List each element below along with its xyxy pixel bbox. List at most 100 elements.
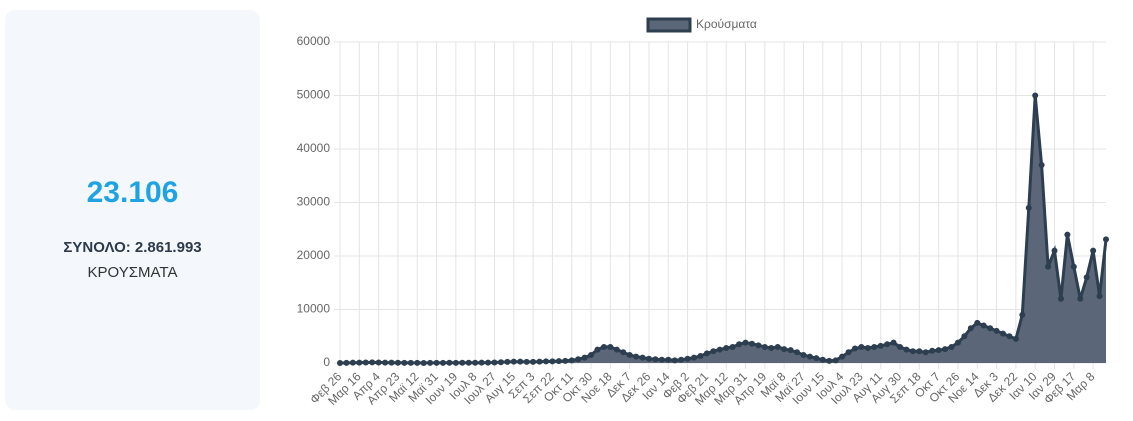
data-point [491, 359, 498, 366]
data-point [401, 359, 408, 366]
data-point [588, 351, 595, 358]
y-tick-label: 30000 [297, 195, 331, 209]
total: ΣΥΝΟΛΟ: 2.861.993 [63, 239, 202, 256]
data-point [626, 351, 633, 358]
y-tick-label: 10000 [297, 302, 331, 316]
data-point [433, 359, 440, 366]
data-point [884, 341, 891, 348]
data-point [555, 358, 562, 365]
data-point [414, 359, 421, 366]
data-point [729, 343, 736, 350]
data-point [530, 358, 537, 365]
data-point [1096, 293, 1103, 300]
data-point [890, 339, 897, 346]
data-point [1006, 333, 1013, 340]
data-point [787, 347, 794, 354]
data-point [858, 343, 865, 350]
data-point [562, 357, 569, 364]
data-point [916, 348, 923, 355]
data-point [581, 354, 588, 361]
data-point [761, 343, 768, 350]
data-point [684, 355, 691, 362]
data-point [594, 346, 601, 353]
data-point [639, 354, 646, 361]
y-tick-label: 60000 [297, 34, 331, 48]
data-point [845, 349, 852, 356]
data-point [1070, 263, 1077, 270]
data-point [768, 345, 775, 352]
data-point [742, 339, 749, 346]
data-point [420, 359, 427, 366]
data-point [1103, 236, 1109, 243]
y-tick-label: 40000 [297, 141, 331, 155]
data-point [645, 355, 652, 362]
data-point [613, 346, 620, 353]
data-point [1090, 247, 1097, 254]
data-point [806, 353, 813, 360]
data-point [1083, 274, 1090, 281]
data-point [452, 359, 459, 366]
data-point [356, 359, 363, 366]
data-point [465, 359, 472, 366]
y-tick-label: 50000 [297, 88, 331, 102]
data-point [851, 345, 858, 352]
data-point [723, 345, 730, 352]
data-point [1077, 295, 1084, 302]
data-point [987, 325, 994, 332]
data-point [607, 343, 614, 350]
y-tick-label: 20000 [297, 248, 331, 262]
data-point [388, 359, 395, 366]
data-point [1032, 92, 1039, 99]
data-point [1064, 231, 1071, 238]
data-point [897, 343, 904, 350]
data-point [755, 342, 762, 349]
data-point [375, 359, 382, 366]
data-point [497, 359, 504, 366]
data-point [523, 358, 530, 365]
data-point [781, 346, 788, 353]
series-line [339, 95, 1108, 365]
data-point [652, 356, 659, 363]
data-point [439, 359, 446, 366]
data-point [568, 357, 575, 364]
data-point [691, 354, 698, 361]
data-point [678, 356, 685, 363]
data-point [948, 343, 955, 350]
data-point [974, 319, 981, 326]
data-point [922, 349, 929, 356]
data-point [839, 353, 846, 360]
data-point [620, 349, 627, 356]
data-point [929, 347, 936, 354]
data-point [1012, 335, 1019, 342]
data-point [575, 356, 582, 363]
data-point [517, 358, 524, 365]
data-point [337, 360, 343, 366]
legend-swatch [646, 17, 692, 33]
data-point [871, 343, 878, 350]
data-point [542, 358, 549, 365]
data-point [536, 358, 543, 365]
data-point [549, 358, 556, 365]
data-point [394, 359, 401, 366]
data-point [472, 359, 479, 366]
data-point [349, 359, 356, 366]
data-point [504, 358, 511, 365]
data-point [774, 343, 781, 350]
data-point [832, 357, 839, 364]
data-point [909, 348, 916, 355]
data-point [1000, 330, 1007, 337]
data-point [703, 350, 710, 357]
data-point [967, 325, 974, 332]
data-point [800, 351, 807, 358]
data-point [633, 353, 640, 360]
data-point [864, 345, 871, 352]
data-point [510, 358, 517, 365]
data-point [942, 346, 949, 353]
data-point [1051, 247, 1058, 254]
legend-label: Κρούσματα [696, 17, 757, 31]
data-point [485, 359, 492, 366]
data-point [903, 346, 910, 353]
data-point [665, 356, 672, 363]
